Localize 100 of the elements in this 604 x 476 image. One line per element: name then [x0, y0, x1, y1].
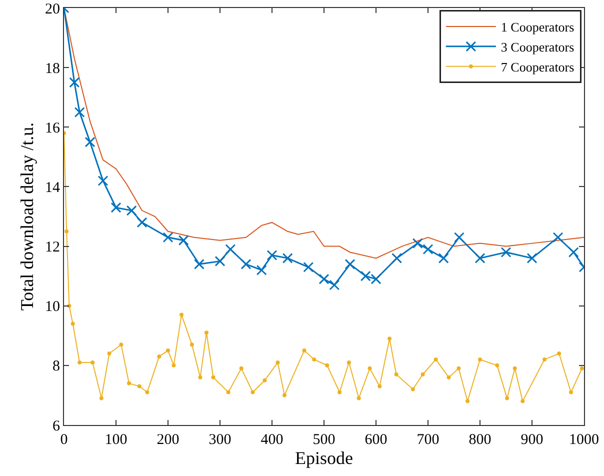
point — [346, 360, 351, 364]
point — [239, 366, 244, 370]
point — [262, 378, 267, 382]
point — [157, 354, 162, 358]
y-tick-label: 8 — [52, 358, 60, 375]
y-tick-label: 16 — [45, 120, 60, 136]
point — [456, 366, 461, 370]
point — [557, 352, 562, 356]
point — [394, 372, 398, 376]
y-tick-label: 10 — [45, 299, 60, 316]
y-axis-title: Total download delay /t.u. — [17, 122, 38, 311]
point — [569, 390, 573, 394]
y-tick-label: 20 — [45, 1, 60, 18]
x-tick-label: 1000 — [569, 432, 599, 448]
x-tick-label: 200 — [156, 432, 180, 448]
point — [98, 176, 108, 186]
point — [162, 232, 174, 243]
point — [64, 229, 69, 234]
x-tick-label: 800 — [468, 432, 492, 448]
point — [107, 352, 112, 356]
point — [99, 396, 104, 400]
point — [392, 252, 402, 264]
point — [318, 274, 330, 284]
point — [438, 252, 449, 264]
point — [214, 256, 226, 266]
point — [478, 357, 482, 362]
point — [137, 384, 142, 388]
point — [474, 252, 486, 264]
point — [356, 396, 361, 400]
point — [552, 232, 564, 243]
point — [119, 342, 124, 347]
y-tick-label: 14 — [45, 180, 60, 196]
point — [446, 375, 451, 380]
point — [204, 330, 208, 335]
point — [568, 246, 579, 258]
y-tick-label: 6 — [52, 418, 60, 434]
point — [542, 357, 546, 362]
point — [166, 348, 170, 353]
point — [266, 250, 278, 260]
point — [180, 312, 184, 317]
legend-label: 3 Cooperators — [500, 40, 574, 55]
x-tick-label: 900 — [520, 432, 544, 448]
point — [505, 396, 510, 400]
point — [240, 258, 252, 270]
point — [282, 252, 293, 264]
point — [74, 107, 85, 118]
x-axis-title: Episode — [295, 448, 353, 468]
x-tick-label: 700 — [416, 432, 440, 448]
point — [282, 393, 286, 398]
point — [250, 390, 255, 394]
point — [126, 205, 137, 216]
point — [190, 342, 194, 347]
point — [303, 262, 314, 272]
point — [580, 366, 584, 370]
point — [378, 384, 382, 388]
x-tick-label: 600 — [364, 432, 388, 448]
point — [520, 399, 525, 404]
point — [500, 246, 512, 258]
point — [329, 280, 340, 290]
point — [110, 202, 122, 213]
y-tick-label: 12 — [45, 240, 60, 256]
legend-label: 7 Cooperators — [500, 59, 574, 74]
point — [145, 390, 150, 394]
point — [69, 77, 80, 88]
y-tick-label: 18 — [45, 60, 60, 77]
x-tick-label: 0 — [60, 432, 68, 448]
point — [368, 366, 372, 370]
point — [325, 363, 330, 368]
point — [422, 244, 434, 255]
point — [78, 360, 82, 364]
point — [344, 258, 356, 270]
x-tick-label: 400 — [260, 432, 284, 448]
point — [420, 372, 425, 376]
x-tick-label: 500 — [312, 432, 336, 448]
x-tick-label: 100 — [104, 432, 128, 448]
point — [312, 357, 316, 362]
point — [225, 244, 236, 255]
point — [90, 360, 95, 364]
point — [412, 238, 423, 249]
legend-label: 1 Cooperators — [500, 20, 574, 35]
point — [226, 390, 230, 394]
point — [194, 258, 204, 270]
point — [512, 366, 517, 370]
point — [302, 348, 306, 353]
point — [256, 264, 267, 276]
point — [338, 390, 342, 394]
point — [410, 387, 415, 392]
point — [454, 232, 464, 243]
point — [526, 252, 538, 264]
point — [178, 235, 189, 246]
point — [172, 363, 176, 368]
point — [434, 357, 438, 362]
point — [388, 336, 392, 341]
point — [211, 375, 216, 380]
point — [495, 363, 500, 368]
x-tick-label: 300 — [208, 432, 232, 448]
point — [127, 381, 131, 386]
point — [136, 217, 148, 228]
point — [198, 375, 202, 380]
point — [70, 322, 75, 326]
